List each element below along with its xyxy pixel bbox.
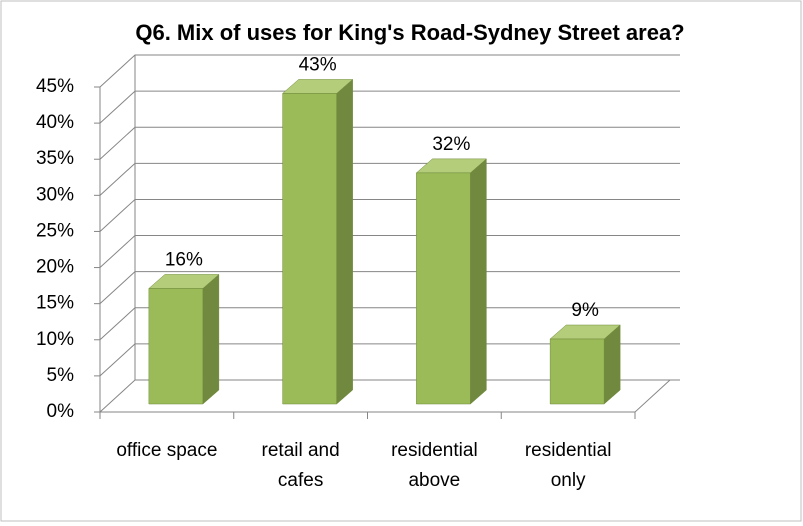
bar-front	[282, 93, 337, 405]
grid-line	[99, 271, 680, 305]
y-tick-label: 40%	[36, 112, 74, 133]
value-label: 9%	[571, 300, 599, 321]
bar-front	[148, 288, 204, 405]
x-tick-label: retail and cafes	[261, 440, 340, 491]
grid-line	[99, 126, 680, 160]
y-tick-label: 45%	[36, 76, 74, 97]
bar	[281, 78, 354, 405]
grid-line	[99, 343, 680, 377]
grid-line	[99, 307, 680, 341]
grid-line	[99, 162, 680, 196]
y-tick-label: 25%	[36, 220, 74, 241]
chart-title: Q6. Mix of uses for King's Road-Sydney S…	[135, 20, 685, 45]
x-tick-label: residential above	[391, 440, 478, 491]
bar-side	[470, 158, 487, 405]
value-label: 16%	[165, 249, 203, 270]
grid-line	[99, 54, 680, 88]
value-label: 43%	[299, 54, 337, 75]
y-tick-label: 35%	[36, 148, 74, 169]
x-tick-label: office space	[116, 440, 218, 461]
grid-line	[99, 198, 680, 232]
bar-front	[416, 172, 471, 405]
bar	[549, 324, 621, 405]
x-tick-label: residential only	[524, 440, 612, 491]
y-tick-label: 20%	[36, 257, 74, 278]
bar	[148, 273, 220, 405]
y-tick-label: 15%	[36, 293, 74, 314]
bar-side	[202, 273, 220, 405]
y-tick-label: 5%	[47, 365, 75, 386]
grid-line	[99, 235, 680, 268]
bar	[415, 158, 488, 405]
bar-front	[549, 338, 605, 405]
y-tick-label: 30%	[36, 184, 74, 205]
value-label: 32%	[432, 134, 470, 155]
y-tick-label: 0%	[47, 401, 75, 422]
grid-line	[99, 90, 680, 124]
grid-line	[99, 379, 680, 413]
bar-side	[336, 78, 353, 405]
y-tick-label: 10%	[36, 329, 74, 350]
